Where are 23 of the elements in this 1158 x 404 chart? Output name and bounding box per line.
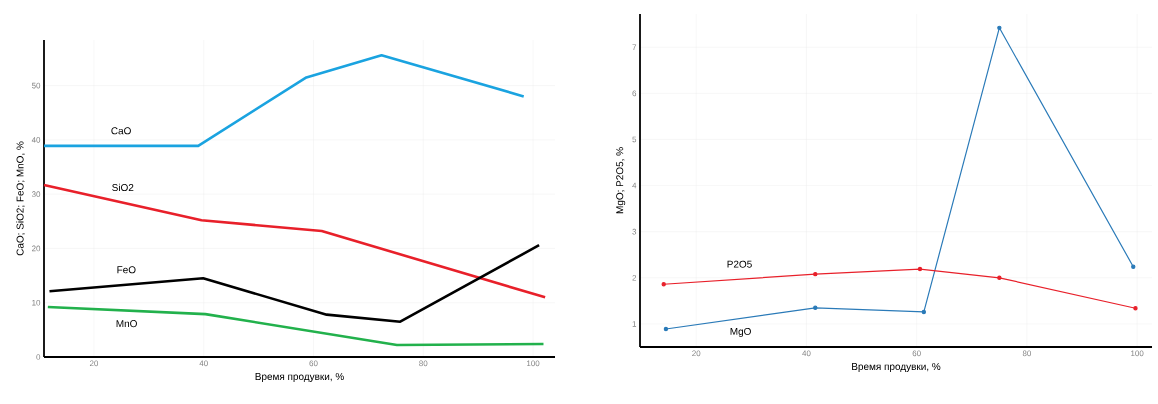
x-axis-title: Время продувки, % bbox=[852, 362, 941, 372]
y-axis-title: MgO; P2O5, % bbox=[616, 147, 626, 214]
point bbox=[917, 266, 923, 272]
point bbox=[1131, 264, 1136, 269]
series-label: MnO bbox=[116, 320, 137, 328]
line-series bbox=[42, 183, 547, 299]
point bbox=[813, 305, 818, 310]
series-label: MgO bbox=[730, 327, 751, 337]
point bbox=[997, 25, 1002, 31]
y-axis-title: CaO; SiO2; FeO; MnO, % bbox=[16, 141, 25, 256]
point bbox=[1133, 306, 1138, 311]
series-label: FeO bbox=[117, 266, 136, 274]
line-series bbox=[42, 53, 526, 148]
point bbox=[997, 275, 1002, 281]
series-label: P2O5 bbox=[727, 260, 752, 268]
point bbox=[663, 326, 669, 332]
x-axis-title: Время продувки, % bbox=[255, 372, 344, 382]
point bbox=[661, 282, 666, 287]
point bbox=[813, 271, 818, 277]
point bbox=[921, 309, 927, 315]
series-label: SiO2 bbox=[112, 183, 134, 192]
series-label: CaO bbox=[111, 127, 131, 135]
line-series bbox=[46, 305, 545, 347]
